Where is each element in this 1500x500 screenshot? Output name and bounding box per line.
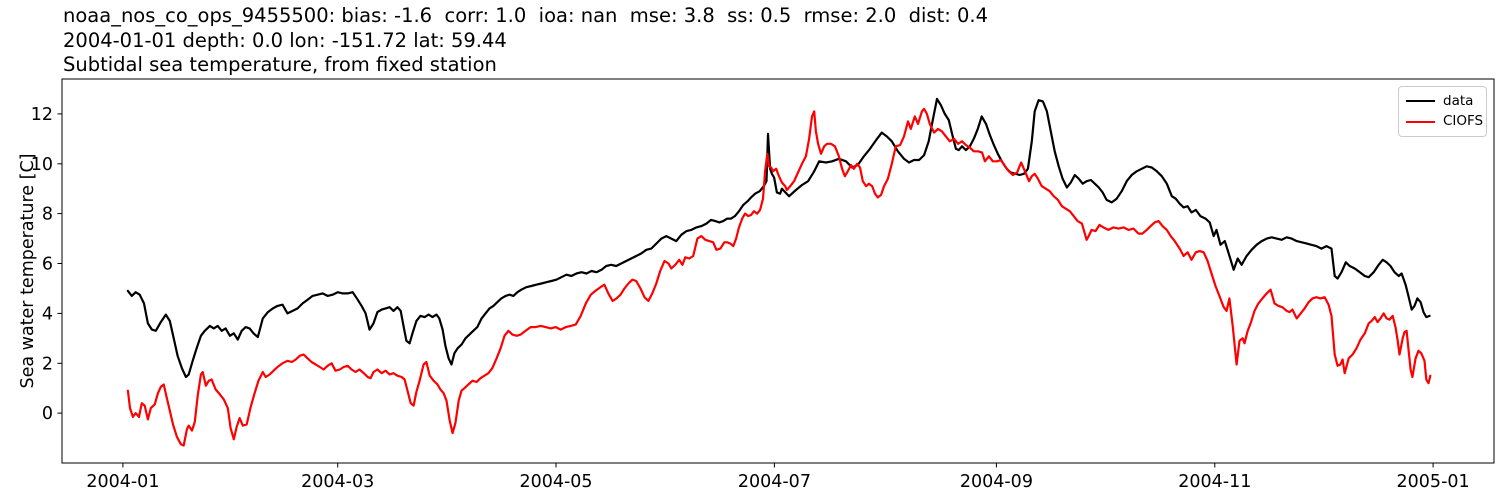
title-line-stats: noaa_nos_co_ops_9455500: bias: -1.6 corr… xyxy=(63,4,989,27)
legend-entry-data: data xyxy=(1406,92,1479,109)
legend-line-sample-ciofs xyxy=(1406,120,1435,123)
series-line-data xyxy=(126,97,1431,379)
y-tick-label: 4 xyxy=(42,304,53,324)
x-tick-label: 2004-11 xyxy=(1178,472,1251,492)
legend-label-data: data xyxy=(1443,92,1474,109)
plot-area xyxy=(61,78,1495,464)
x-tick-label: 2004-01 xyxy=(86,472,159,492)
y-tick-label: 10 xyxy=(31,155,53,175)
x-tick-label: 2004-09 xyxy=(960,472,1033,492)
legend-entry-ciofs: CIOFS xyxy=(1406,114,1483,129)
legend-line-sample-data xyxy=(1406,100,1435,103)
y-tick-label: 12 xyxy=(31,105,53,125)
x-tick-label: 2004-07 xyxy=(738,472,811,492)
title-line-variable: Subtidal sea temperature, from fixed sta… xyxy=(63,53,497,76)
y-axis-label: Sea water temperature [C] xyxy=(18,153,38,389)
y-tick-label: 0 xyxy=(42,404,53,424)
chart-title-block: noaa_nos_co_ops_9455500: bias: -1.6 corr… xyxy=(63,4,988,78)
y-tick-label: 6 xyxy=(42,255,53,275)
y-tick-label: 8 xyxy=(42,205,53,225)
series-line-CIOFS xyxy=(126,107,1432,447)
x-tick-label: 2004-03 xyxy=(301,472,374,492)
legend-box: data CIOFS xyxy=(1398,86,1487,137)
x-tick-label: 2005-01 xyxy=(1397,472,1470,492)
y-tick-label: 2 xyxy=(42,354,53,374)
title-line-station: 2004-01-01 depth: 0.0 lon: -151.72 lat: … xyxy=(63,28,507,52)
legend-label-ciofs: CIOFS xyxy=(1443,113,1484,130)
x-tick-label: 2004-05 xyxy=(519,472,592,492)
